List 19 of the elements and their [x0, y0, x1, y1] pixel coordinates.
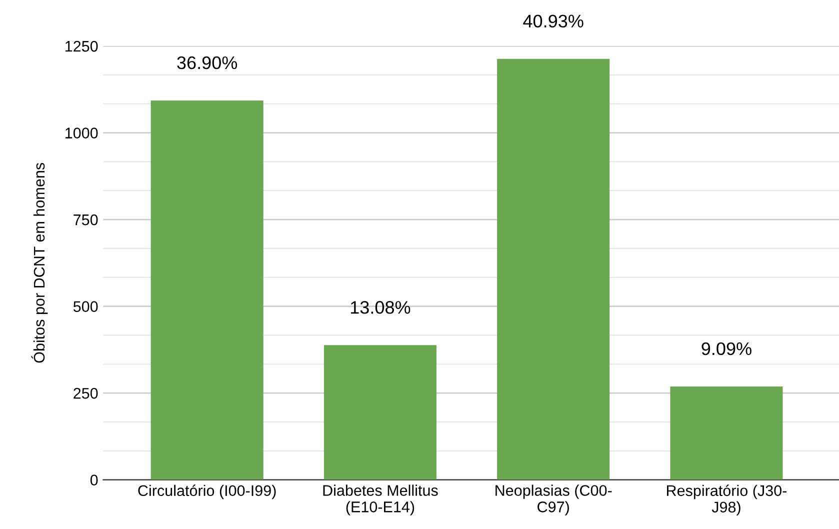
bar	[497, 58, 610, 480]
annotation: 40.93%	[523, 14, 584, 28]
x-tick-label: Respiratório (J30- J98)	[667, 484, 786, 516]
x-tick-label: Neoplasias (C00- C97)	[496, 484, 612, 516]
annotation: 36.90%	[177, 56, 238, 70]
y-tick-label: 250	[74, 388, 98, 399]
y-tick-label: 750	[74, 214, 98, 226]
y-axis-title: Óbitos por DCNT em homens	[31, 162, 48, 363]
bar	[324, 345, 436, 480]
y-tick-label: 500	[73, 301, 98, 312]
x-tick-label: Diabetes Mellitus (E10-E14)	[323, 484, 438, 516]
y-tick-label: 0	[90, 474, 98, 486]
y-tick-label: 1000	[66, 128, 98, 138]
y-tick-label: 1250	[66, 40, 98, 52]
annotation: 9.09%	[702, 342, 752, 356]
x-tick-label: Circulatório (I00-I99)	[138, 484, 276, 500]
annotation: 13.08%	[350, 301, 410, 314]
bar	[150, 100, 264, 480]
bar	[670, 386, 783, 480]
